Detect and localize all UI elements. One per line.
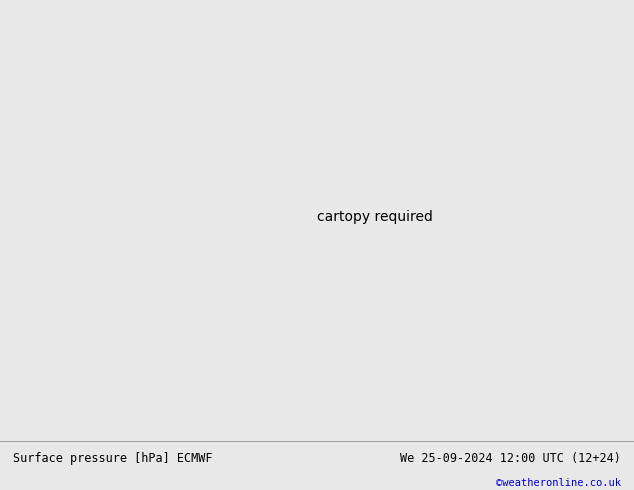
Text: Surface pressure [hPa] ECMWF: Surface pressure [hPa] ECMWF [13,452,212,465]
Text: ©weatheronline.co.uk: ©weatheronline.co.uk [496,478,621,488]
Text: cartopy required: cartopy required [317,210,433,223]
Text: We 25-09-2024 12:00 UTC (12+24): We 25-09-2024 12:00 UTC (12+24) [401,452,621,465]
